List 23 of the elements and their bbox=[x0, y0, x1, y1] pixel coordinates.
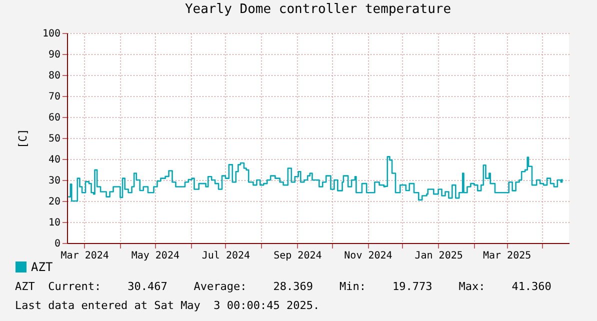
y-axis-title: [C] bbox=[16, 128, 30, 148]
x-tick-label: Mar 2025 bbox=[482, 250, 532, 262]
y-tick-label: 10 bbox=[48, 218, 60, 228]
y-tick-label: 0 bbox=[54, 238, 60, 250]
y-tick-label: 70 bbox=[48, 92, 60, 102]
chart-title: Yearly Dome controller temperature bbox=[184, 2, 452, 17]
y-tick-label: 100 bbox=[42, 28, 60, 40]
x-tick-label: Jan 2025 bbox=[414, 250, 463, 262]
text: Last data entered at Sat May 3 00:00:45 2025. bbox=[15, 299, 320, 312]
legend-label: AZT bbox=[31, 260, 53, 274]
x-tick-label: Jul 2024 bbox=[202, 250, 250, 262]
y-tick-label: 40 bbox=[48, 154, 60, 166]
y-tick-label: 60 bbox=[48, 112, 60, 124]
x-tick-label: Nov 2024 bbox=[344, 250, 392, 262]
y-tick-label: 20 bbox=[48, 196, 60, 208]
y-tick-label: 80 bbox=[48, 70, 60, 82]
y-tick-label: 50 bbox=[48, 134, 60, 144]
y-tick-label: 90 bbox=[48, 50, 60, 60]
text: AZT Current: 30.467 Average: 28.369 Min: 19.773 Max: 41.360 bbox=[15, 280, 552, 293]
y-tick-label: 30 bbox=[48, 176, 60, 186]
x-tick-label: Mar 2024 bbox=[60, 250, 109, 262]
x-tick-label: Sep 2024 bbox=[274, 250, 322, 262]
x-tick-label: May 2024 bbox=[131, 250, 180, 262]
